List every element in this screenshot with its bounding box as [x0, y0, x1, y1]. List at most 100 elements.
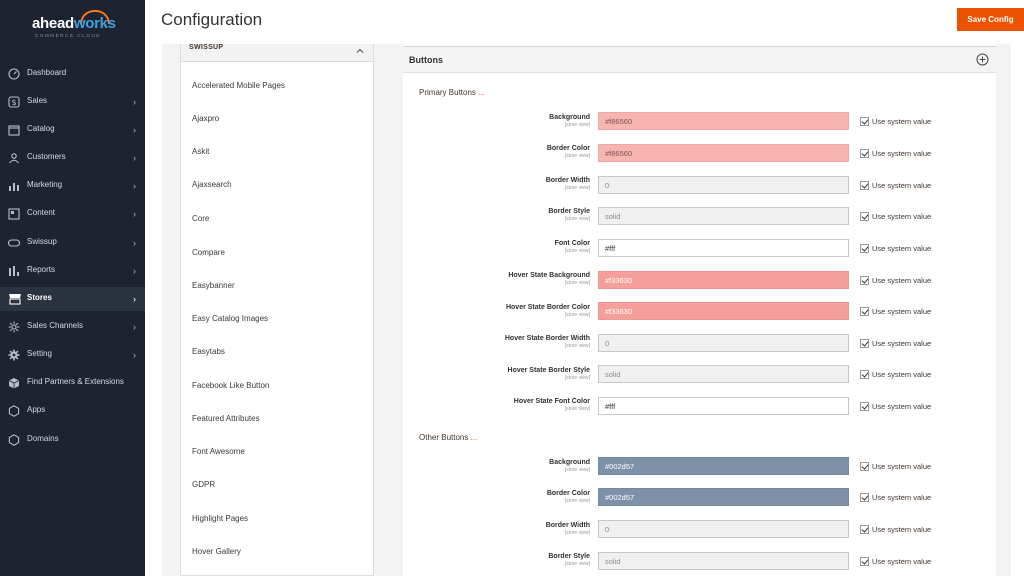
- section-header[interactable]: Buttons: [403, 46, 996, 73]
- save-config-button[interactable]: Save Config: [957, 8, 1024, 31]
- tab-easytabs[interactable]: Easytabs: [181, 335, 373, 368]
- use-system-checkbox[interactable]: [860, 307, 869, 316]
- tab-label: GDPR: [192, 480, 216, 489]
- catalog-icon: [8, 124, 20, 136]
- use-system-checkbox[interactable]: [860, 402, 869, 411]
- tab-label: Ajaxpro: [192, 114, 220, 123]
- sidebar-item-marketing[interactable]: Marketing ›: [0, 174, 145, 198]
- tab-facebook-like-button[interactable]: Facebook Like Button: [181, 369, 373, 402]
- use-system-checkbox[interactable]: [860, 370, 869, 379]
- sidebar-item-swissup[interactable]: Swissup ›: [0, 231, 145, 255]
- primary-hover-background-input[interactable]: [598, 271, 849, 289]
- tab-ajaxsearch[interactable]: Ajaxsearch: [181, 168, 373, 201]
- use-system-checkbox[interactable]: [860, 181, 869, 190]
- use-system-label: Use system value: [872, 557, 932, 566]
- primary-hover-border-color-input[interactable]: [598, 302, 849, 320]
- scope-text: [store view]: [564, 312, 590, 318]
- use-system-checkbox[interactable]: [860, 244, 869, 253]
- primary-border-width-input[interactable]: [598, 176, 849, 194]
- primary-hover-border-width-input[interactable]: [598, 334, 849, 352]
- use-system-checkbox[interactable]: [860, 212, 869, 221]
- tab-label: Hover Gallery: [192, 547, 241, 556]
- label-text: Hover State Border Width: [504, 335, 590, 342]
- sidebar-item-label: Swissup: [27, 237, 57, 246]
- tab-accelerated-mobile-pages[interactable]: Accelerated Mobile Pages: [181, 69, 373, 102]
- stores-icon: [8, 293, 21, 305]
- use-system-checkbox[interactable]: [860, 493, 869, 502]
- tab-label: Featured Attributes: [192, 414, 260, 423]
- primary-hover-border-style-input[interactable]: [598, 365, 849, 383]
- content-icon: [8, 208, 20, 220]
- tab-gdpr[interactable]: GDPR: [181, 468, 373, 501]
- page-title: Configuration: [161, 10, 263, 29]
- use-system-checkbox[interactable]: [860, 462, 869, 471]
- sidebar-item-label: Sales: [27, 96, 48, 105]
- tab-askit[interactable]: Askit: [181, 135, 373, 168]
- tab-core[interactable]: Core: [181, 202, 373, 235]
- tab-highlight-pages[interactable]: Highlight Pages: [181, 502, 373, 535]
- use-system-checkbox[interactable]: [860, 276, 869, 285]
- sidebar-item-reports[interactable]: Reports ›: [0, 259, 145, 283]
- sidebar-item-apps[interactable]: Apps: [0, 399, 145, 423]
- use-system-label: Use system value: [872, 493, 932, 502]
- config-tabs: SWISSUP Accelerated Mobile Pages Ajaxpro…: [180, 44, 374, 576]
- aheadworks-logo[interactable]: aheadworks COMMERCE CLOUD: [30, 10, 116, 38]
- sidebar-item-content[interactable]: Content ›: [0, 202, 145, 226]
- tab-font-awesome[interactable]: Font Awesome: [181, 435, 373, 468]
- field-label-other-border-style: Border Style [store view]: [380, 552, 590, 567]
- sidebar-item-sales-channels[interactable]: Sales Channels ›: [0, 315, 145, 339]
- tab-compare[interactable]: Compare: [181, 236, 373, 269]
- primary-hover-font-color-input[interactable]: [598, 397, 849, 415]
- field-label-border-style: Border Style [store view]: [380, 207, 590, 222]
- sidebar-item-setting[interactable]: Setting ›: [0, 343, 145, 367]
- reports-icon: [8, 265, 20, 277]
- primary-border-color-input[interactable]: [598, 144, 849, 162]
- scope-text: [store view]: [564, 185, 590, 191]
- dollar-icon: $: [8, 96, 20, 108]
- customers-icon: [8, 152, 20, 164]
- scope-text: [store view]: [564, 467, 590, 473]
- label-text: Hover State Background: [508, 272, 590, 279]
- tab-hover-gallery[interactable]: Hover Gallery: [181, 535, 373, 568]
- sidebar-item-label: Marketing: [27, 180, 63, 189]
- label-text: Background: [549, 459, 590, 466]
- sidebar-item-stores[interactable]: Stores ›: [0, 287, 145, 311]
- use-system-checkbox[interactable]: [860, 525, 869, 534]
- sidebar-item-catalog[interactable]: Catalog ›: [0, 118, 145, 142]
- use-system-checkbox[interactable]: [860, 557, 869, 566]
- label-text: Font Color: [554, 240, 590, 247]
- label-text: Border Style: [548, 208, 590, 215]
- use-system-checkbox[interactable]: [860, 149, 869, 158]
- tab-easy-catalog-images[interactable]: Easy Catalog Images: [181, 302, 373, 335]
- sidebar-item-dashboard[interactable]: Dashboard: [0, 62, 145, 86]
- tab-label: Askit: [192, 147, 210, 156]
- other-border-style-input[interactable]: [598, 552, 849, 570]
- hexagon-icon: [8, 405, 20, 417]
- primary-border-style-input[interactable]: [598, 207, 849, 225]
- use-system-checkbox[interactable]: [860, 117, 869, 126]
- sidebar-item-sales[interactable]: $ Sales ›: [0, 90, 145, 114]
- sidebar-item-label: Dashboard: [27, 68, 67, 77]
- tab-ajaxpro[interactable]: Ajaxpro: [181, 102, 373, 135]
- other-border-width-input[interactable]: [598, 520, 849, 538]
- use-system-checkbox[interactable]: [860, 339, 869, 348]
- other-border-color-input[interactable]: [598, 488, 849, 506]
- dashboard-icon: [8, 68, 20, 80]
- use-system-label: Use system value: [872, 525, 932, 534]
- tab-easybanner[interactable]: Easybanner: [181, 269, 373, 302]
- label-text: Background: [549, 114, 590, 121]
- sidebar-item-domains[interactable]: Domains: [0, 428, 145, 452]
- tab-featured-attributes[interactable]: Featured Attributes: [181, 402, 373, 435]
- chevron-right-icon: ›: [133, 238, 136, 248]
- logo-text-works: works: [73, 15, 116, 32]
- sidebar-item-find-partners[interactable]: Find Partners & Extensions: [0, 371, 145, 395]
- other-background-input[interactable]: [598, 457, 849, 475]
- sidebar-item-customers[interactable]: Customers ›: [0, 146, 145, 170]
- scope-text: [store view]: [564, 248, 590, 254]
- primary-font-color-input[interactable]: [598, 239, 849, 257]
- scope-text: [store view]: [564, 122, 590, 128]
- tabs-group-header[interactable]: SWISSUP: [181, 44, 373, 62]
- label-text: Border Width: [545, 177, 590, 184]
- primary-background-input[interactable]: [598, 112, 849, 130]
- swissup-icon: [8, 237, 20, 249]
